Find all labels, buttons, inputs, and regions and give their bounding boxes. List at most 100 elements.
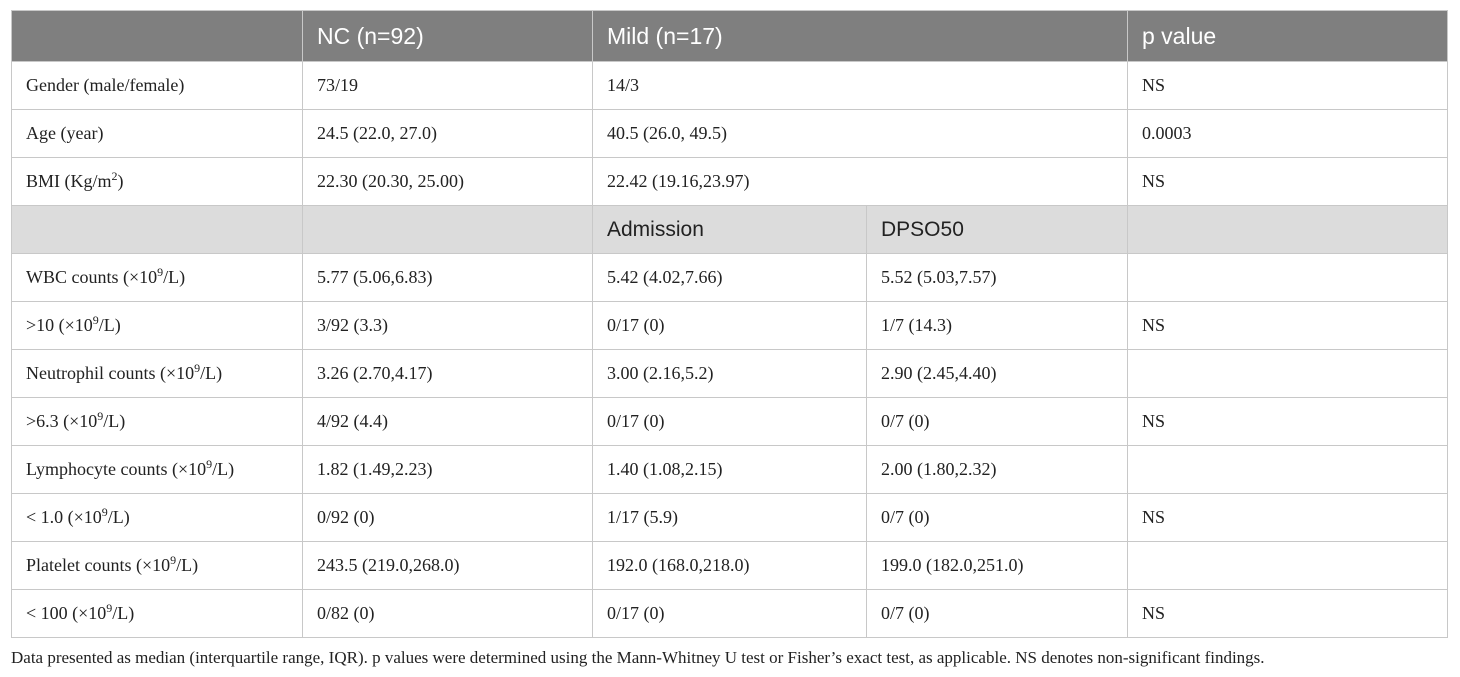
cell-p: NS: [1127, 157, 1448, 206]
cell-nc: 24.5 (22.0, 27.0): [302, 109, 593, 158]
label-text-end: /L): [163, 267, 186, 287]
row-label: < 1.0 (×109/L): [11, 493, 303, 542]
row-label: Neutrophil counts (×109/L): [11, 349, 303, 398]
cell-nc: 22.30 (20.30, 25.00): [302, 157, 593, 206]
label-text: Lymphocyte counts (×10: [26, 459, 207, 479]
label-superscript: 9: [101, 505, 108, 519]
table-row: Age (year) 24.5 (22.0, 27.0) 40.5 (26.0,…: [11, 109, 1448, 158]
header-cell-nc: NC (n=92): [302, 10, 593, 62]
label-superscript: 9: [92, 313, 99, 327]
table-row: >6.3 (×109/L) 4/92 (4.4) 0/17 (0) 0/7 (0…: [11, 397, 1448, 446]
label-superscript: 9: [206, 457, 213, 471]
table-row: Lymphocyte counts (×109/L) 1.82 (1.49,2.…: [11, 445, 1448, 494]
table-row: BMI (Kg/m2) 22.30 (20.30, 25.00) 22.42 (…: [11, 157, 1448, 206]
cell-admission: 5.42 (4.02,7.66): [592, 253, 867, 302]
header-cell-empty: [11, 10, 303, 62]
header-cell-mild: Mild (n=17): [592, 10, 1128, 62]
table-row: < 1.0 (×109/L) 0/92 (0) 1/17 (5.9) 0/7 (…: [11, 493, 1448, 542]
cell-mild: 14/3: [592, 61, 1128, 110]
label-text: >6.3 (×10: [26, 411, 98, 431]
cell-nc: 3/92 (3.3): [302, 301, 593, 350]
label-text: < 1.0 (×10: [26, 507, 102, 527]
cell-p: NS: [1127, 397, 1448, 446]
cell-dpso50: 0/7 (0): [866, 397, 1128, 446]
data-table: NC (n=92) Mild (n=17) p value Gender (ma…: [11, 10, 1448, 638]
cell-nc: 0/82 (0): [302, 589, 593, 638]
subheader-cell-empty: [11, 205, 303, 254]
cell-admission: 0/17 (0): [592, 589, 867, 638]
cell-nc: 0/92 (0): [302, 493, 593, 542]
cell-p: NS: [1127, 301, 1448, 350]
label-superscript: 9: [106, 601, 113, 615]
label-superscript: 9: [97, 409, 104, 423]
label-superscript: 9: [157, 265, 164, 279]
subheader-row: Admission DPSO50: [11, 205, 1448, 254]
row-label: >6.3 (×109/L): [11, 397, 303, 446]
cell-dpso50: 2.90 (2.45,4.40): [866, 349, 1128, 398]
table-row: >10 (×109/L) 3/92 (3.3) 0/17 (0) 1/7 (14…: [11, 301, 1448, 350]
cell-p: 0.0003: [1127, 109, 1448, 158]
label-text: Platelet counts (×10: [26, 555, 171, 575]
cell-p: NS: [1127, 493, 1448, 542]
cell-admission: 0/17 (0): [592, 301, 867, 350]
cell-mild: 40.5 (26.0, 49.5): [592, 109, 1128, 158]
label-superscript: 9: [170, 553, 177, 567]
cell-nc: 73/19: [302, 61, 593, 110]
row-label: WBC counts (×109/L): [11, 253, 303, 302]
label-text: WBC counts (×10: [26, 267, 158, 287]
row-label: >10 (×109/L): [11, 301, 303, 350]
label-text-end: /L): [107, 507, 130, 527]
cell-nc: 3.26 (2.70,4.17): [302, 349, 593, 398]
label-text-end: /L): [200, 363, 223, 383]
label-text-end: /L): [112, 603, 135, 623]
cell-p: [1127, 253, 1448, 302]
table-footnote: Data presented as median (interquartile …: [11, 648, 1265, 667]
cell-nc: 243.5 (219.0,268.0): [302, 541, 593, 590]
label-text: Neutrophil counts (×10: [26, 363, 195, 383]
cell-nc: 4/92 (4.4): [302, 397, 593, 446]
label-text-end: ): [117, 171, 124, 191]
cell-mild: 22.42 (19.16,23.97): [592, 157, 1128, 206]
table-row: Platelet counts (×109/L) 243.5 (219.0,26…: [11, 541, 1448, 590]
cell-admission: 192.0 (168.0,218.0): [592, 541, 867, 590]
row-label: Platelet counts (×109/L): [11, 541, 303, 590]
label-text-end: /L): [98, 315, 121, 335]
subheader-cell-empty: [302, 205, 593, 254]
label-text: >10 (×10: [26, 315, 93, 335]
label-text-end: /L): [176, 555, 199, 575]
cell-admission: 3.00 (2.16,5.2): [592, 349, 867, 398]
row-label: Age (year): [11, 109, 303, 158]
cell-p: [1127, 349, 1448, 398]
cell-admission: 0/17 (0): [592, 397, 867, 446]
cell-p: NS: [1127, 589, 1448, 638]
table-row: WBC counts (×109/L) 5.77 (5.06,6.83) 5.4…: [11, 253, 1448, 302]
label-text: BMI (Kg/m: [26, 171, 112, 191]
cell-p: [1127, 541, 1448, 590]
cell-nc: 5.77 (5.06,6.83): [302, 253, 593, 302]
label-text-end: /L): [103, 411, 126, 431]
label-text: < 100 (×10: [26, 603, 107, 623]
row-label: Gender (male/female): [11, 61, 303, 110]
cell-dpso50: 5.52 (5.03,7.57): [866, 253, 1128, 302]
row-label: BMI (Kg/m2): [11, 157, 303, 206]
cell-p: NS: [1127, 61, 1448, 110]
cell-dpso50: 0/7 (0): [866, 589, 1128, 638]
table-container: NC (n=92) Mild (n=17) p value Gender (ma…: [11, 10, 1448, 638]
cell-admission: 1/17 (5.9): [592, 493, 867, 542]
cell-nc: 1.82 (1.49,2.23): [302, 445, 593, 494]
cell-p: [1127, 445, 1448, 494]
cell-dpso50: 1/7 (14.3): [866, 301, 1128, 350]
header-row: NC (n=92) Mild (n=17) p value: [11, 10, 1448, 62]
cell-dpso50: 0/7 (0): [866, 493, 1128, 542]
table-row: < 100 (×109/L) 0/82 (0) 0/17 (0) 0/7 (0)…: [11, 589, 1448, 638]
cell-dpso50: 2.00 (1.80,2.32): [866, 445, 1128, 494]
row-label: < 100 (×109/L): [11, 589, 303, 638]
header-cell-p-value: p value: [1127, 10, 1448, 62]
label-superscript: 9: [194, 361, 201, 375]
subheader-cell-admission: Admission: [592, 205, 867, 254]
table-row: Neutrophil counts (×109/L) 3.26 (2.70,4.…: [11, 349, 1448, 398]
label-superscript: 2: [111, 169, 118, 183]
cell-admission: 1.40 (1.08,2.15): [592, 445, 867, 494]
cell-dpso50: 199.0 (182.0,251.0): [866, 541, 1128, 590]
subheader-cell-empty: [1127, 205, 1448, 254]
